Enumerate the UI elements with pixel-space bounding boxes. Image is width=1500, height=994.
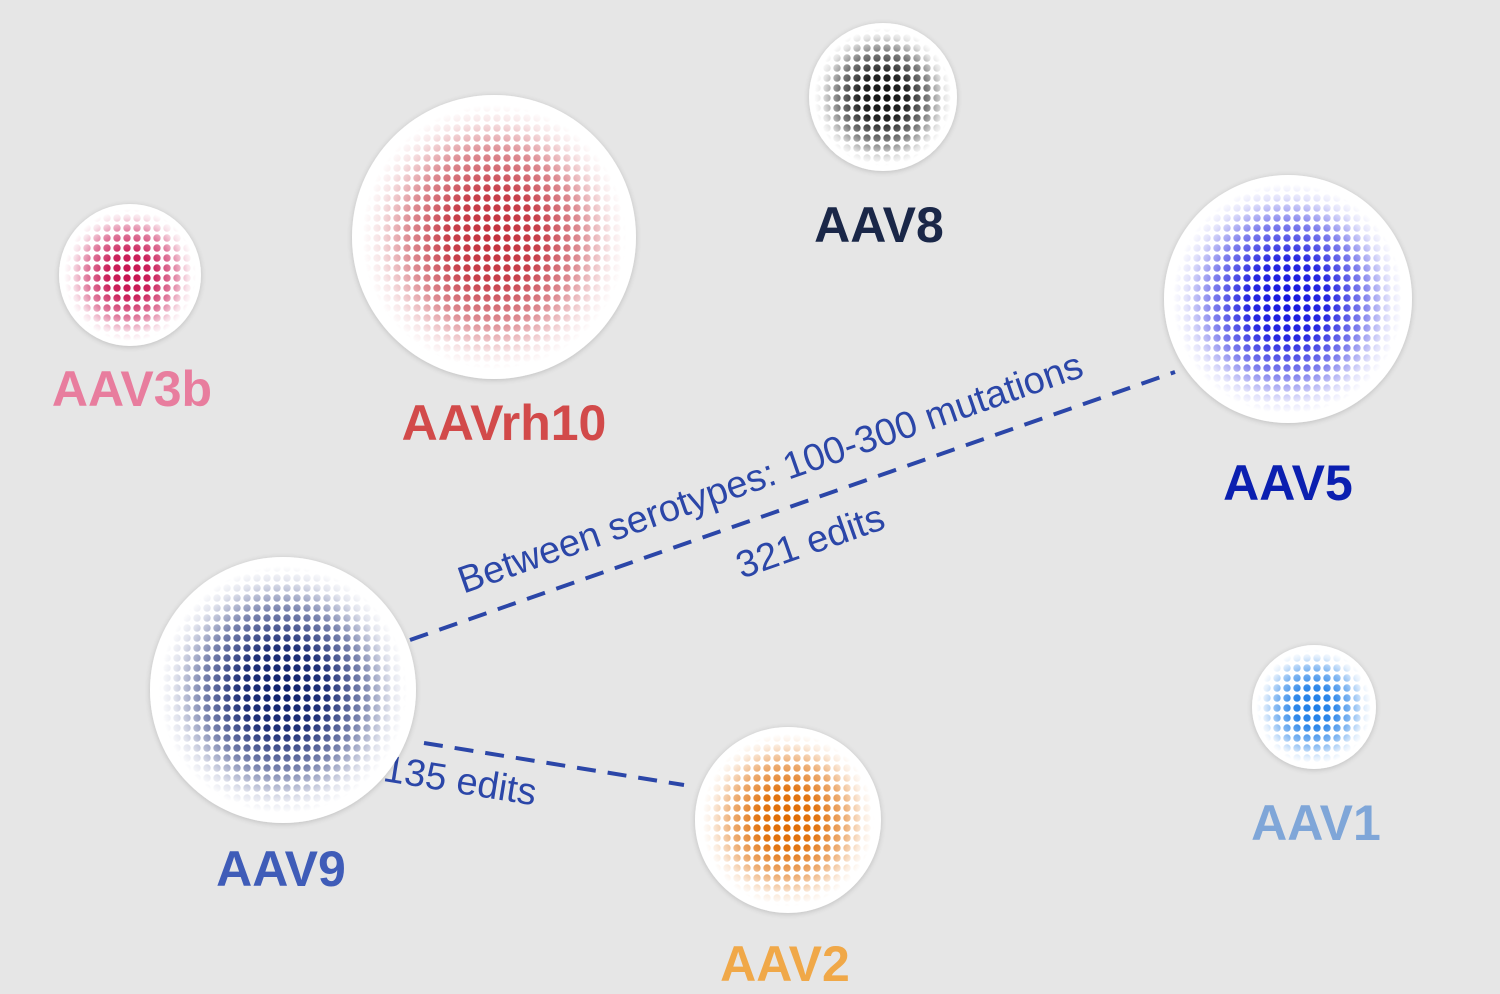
serotype-label-aav5: AAV5 bbox=[1223, 455, 1353, 511]
serotype-label-aav8: AAV8 bbox=[814, 197, 944, 253]
edge-aav9-aav5: Between serotypes: 100-300 mutations321 … bbox=[409, 345, 1176, 642]
serotype-node-aav5: AAV5 bbox=[1164, 175, 1412, 511]
serotype-halftone bbox=[63, 208, 197, 342]
serotype-node-aav2: AAV2 bbox=[695, 727, 881, 992]
serotype-halftone bbox=[1172, 183, 1404, 415]
serotype-node-aav9: AAV9 bbox=[150, 557, 416, 897]
serotype-label-aav3b: AAV3b bbox=[52, 361, 212, 417]
serotype-node-aav1: AAV1 bbox=[1251, 645, 1381, 851]
node-layer: AAV3b AAVrh10 AAV8 AAV5 AAV9 AAV2 AAV1 bbox=[52, 23, 1412, 992]
serotype-halftone bbox=[814, 28, 952, 166]
serotype-halftone bbox=[361, 104, 627, 370]
serotype-node-aavrh10: AAVrh10 bbox=[352, 95, 636, 451]
serotype-node-aav8: AAV8 bbox=[809, 23, 957, 253]
edge-line bbox=[423, 741, 685, 787]
serotype-label-aavrh10: AAVrh10 bbox=[402, 395, 607, 451]
serotype-halftone bbox=[159, 566, 407, 814]
serotype-node-aav3b: AAV3b bbox=[52, 204, 212, 417]
serotype-label-aav9: AAV9 bbox=[216, 841, 346, 897]
edge-label-below: 321 edits bbox=[731, 497, 890, 588]
serotype-label-aav1: AAV1 bbox=[1251, 795, 1381, 851]
edge-label-below: 135 edits bbox=[381, 748, 540, 814]
edge-aav9-aav2: 135 edits bbox=[381, 741, 685, 814]
edge-line bbox=[409, 370, 1176, 642]
serotype-halftone bbox=[701, 733, 875, 907]
serotype-label-aav2: AAV2 bbox=[720, 936, 850, 992]
serotype-halftone bbox=[1256, 649, 1372, 765]
